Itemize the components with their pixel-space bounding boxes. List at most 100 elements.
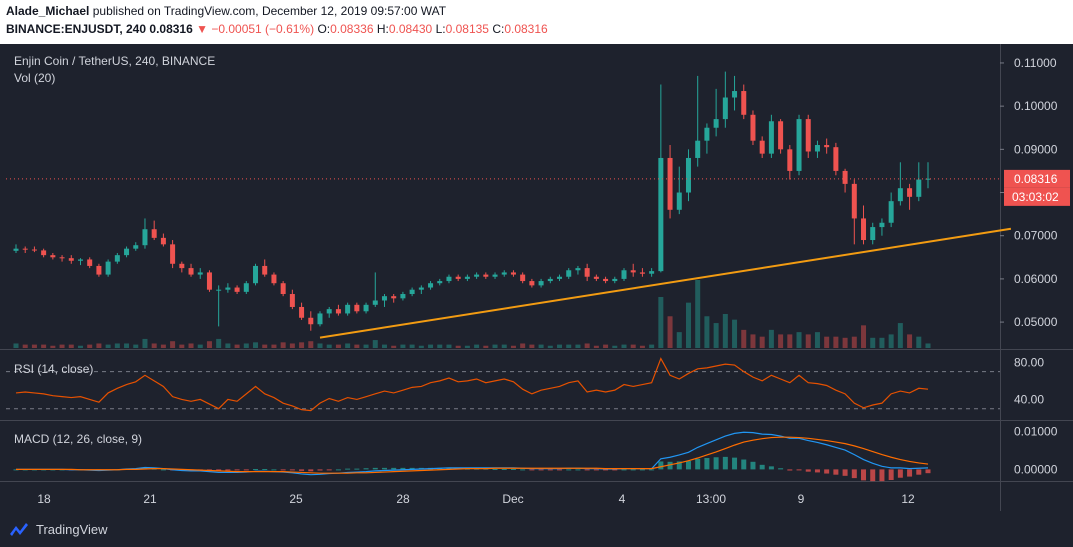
volume-bar xyxy=(151,343,157,348)
volume-bar xyxy=(446,344,452,348)
macd-histogram-bar xyxy=(557,469,563,471)
macd-histogram-bar xyxy=(566,469,572,471)
candle-body xyxy=(897,188,903,202)
volume-bar xyxy=(750,334,756,348)
macd-label: MACD (12, 26, close, 9) xyxy=(14,432,143,446)
candle-body xyxy=(317,313,323,325)
candle-body xyxy=(676,192,682,210)
candle-body xyxy=(253,265,259,284)
candle-body xyxy=(464,276,470,279)
volume-bar xyxy=(658,297,664,348)
volume-bar xyxy=(31,344,37,348)
last-price: 0.08316 xyxy=(149,22,193,36)
time-badge-bg xyxy=(1004,187,1070,206)
macd-tick-label: 0.01000 xyxy=(1014,424,1058,438)
volume-bar xyxy=(234,344,240,348)
macd-histogram-bar xyxy=(253,469,259,471)
candle-body xyxy=(787,149,793,171)
candle-body xyxy=(151,229,157,238)
volume-bar xyxy=(685,302,691,348)
candle-body xyxy=(160,237,166,245)
macd-histogram-bar xyxy=(501,469,507,471)
volume-bar xyxy=(271,344,277,348)
macd-histogram-bar xyxy=(299,469,305,471)
volume-bar xyxy=(372,340,378,348)
candle-body xyxy=(234,287,240,292)
candle-body xyxy=(289,294,295,307)
volume-bar xyxy=(77,345,83,348)
volume-bar xyxy=(170,341,176,348)
volume-bar xyxy=(833,336,839,348)
candle-body xyxy=(750,114,756,141)
price-change: ▼ −0.00051 (−0.61%) xyxy=(196,22,315,36)
volume-bar xyxy=(354,344,360,348)
macd-histogram-bar xyxy=(888,469,894,480)
candle-body xyxy=(501,272,507,275)
publish-line: Alade_Michael published on TradingView.c… xyxy=(6,4,446,18)
macd-histogram-bar xyxy=(861,469,867,481)
macd-histogram-bar xyxy=(722,456,728,470)
volume-bar xyxy=(621,344,627,348)
candle-body xyxy=(455,276,461,279)
candle-body xyxy=(308,317,314,325)
macd-histogram-bar xyxy=(160,469,166,471)
candle-body xyxy=(13,248,19,251)
candle-body xyxy=(695,140,701,158)
volume-bar xyxy=(428,344,434,348)
macd-histogram-bar xyxy=(603,469,609,471)
candle-body xyxy=(41,250,47,256)
price-badge: 0.08316 xyxy=(1014,172,1058,186)
time-badge: 03:03:02 xyxy=(1012,190,1059,204)
chart-area[interactable]: 0.110000.100000.090000.080000.070000.060… xyxy=(0,44,1073,511)
macd-histogram-bar xyxy=(649,469,655,471)
volume-bar xyxy=(363,344,369,348)
candle-body xyxy=(345,304,351,314)
macd-histogram-bar xyxy=(630,469,636,471)
candle-body xyxy=(630,270,636,273)
price-tick-label: 0.05000 xyxy=(1014,315,1058,329)
macd-histogram-bar xyxy=(713,457,719,470)
time-tick-label: 12 xyxy=(901,492,915,506)
time-tick-label: 4 xyxy=(619,492,626,506)
volume-label: Vol (20) xyxy=(14,71,56,85)
price-tick-label: 0.06000 xyxy=(1014,272,1058,286)
volume-bar xyxy=(87,344,93,348)
candle-body xyxy=(879,222,885,228)
candle-body xyxy=(225,287,231,290)
candle-body xyxy=(759,140,765,154)
candle-body xyxy=(170,244,176,264)
volume-bar xyxy=(381,344,387,348)
price-tick-label: 0.11000 xyxy=(1014,56,1057,70)
volume-bar xyxy=(197,344,203,348)
candle-body xyxy=(704,127,710,141)
tradingview-logo[interactable]: TradingView xyxy=(8,520,108,538)
volume-bar xyxy=(676,332,682,348)
candle-body xyxy=(280,283,286,295)
volume-bar xyxy=(520,343,526,348)
macd-histogram-bar xyxy=(391,467,397,470)
candle-body xyxy=(778,121,784,150)
volume-bar xyxy=(851,336,857,348)
volume-bar xyxy=(593,345,599,348)
macd-histogram-bar xyxy=(400,467,406,470)
volume-bar xyxy=(206,341,212,348)
macd-histogram-bar xyxy=(639,469,645,471)
volume-bar xyxy=(483,345,489,348)
volume-bar xyxy=(253,342,259,348)
macd-histogram-bar xyxy=(271,469,277,471)
volume-bar xyxy=(243,343,249,348)
candle-body xyxy=(197,272,203,275)
brand-name: TradingView xyxy=(36,521,108,537)
author-name: Alade_Michael xyxy=(6,4,90,18)
candle-body xyxy=(299,306,305,318)
candle-body xyxy=(243,283,249,292)
volume-bar xyxy=(639,345,645,348)
candle-body xyxy=(492,274,498,277)
volume-bar xyxy=(326,344,332,348)
volume-bar xyxy=(925,343,931,348)
macd-histogram-bar xyxy=(317,469,323,471)
volume-bar xyxy=(188,343,194,348)
volume-bar xyxy=(805,334,811,348)
chart-svg[interactable]: 0.110000.100000.090000.080000.070000.060… xyxy=(0,44,1073,511)
macd-histogram-bar xyxy=(667,461,673,470)
